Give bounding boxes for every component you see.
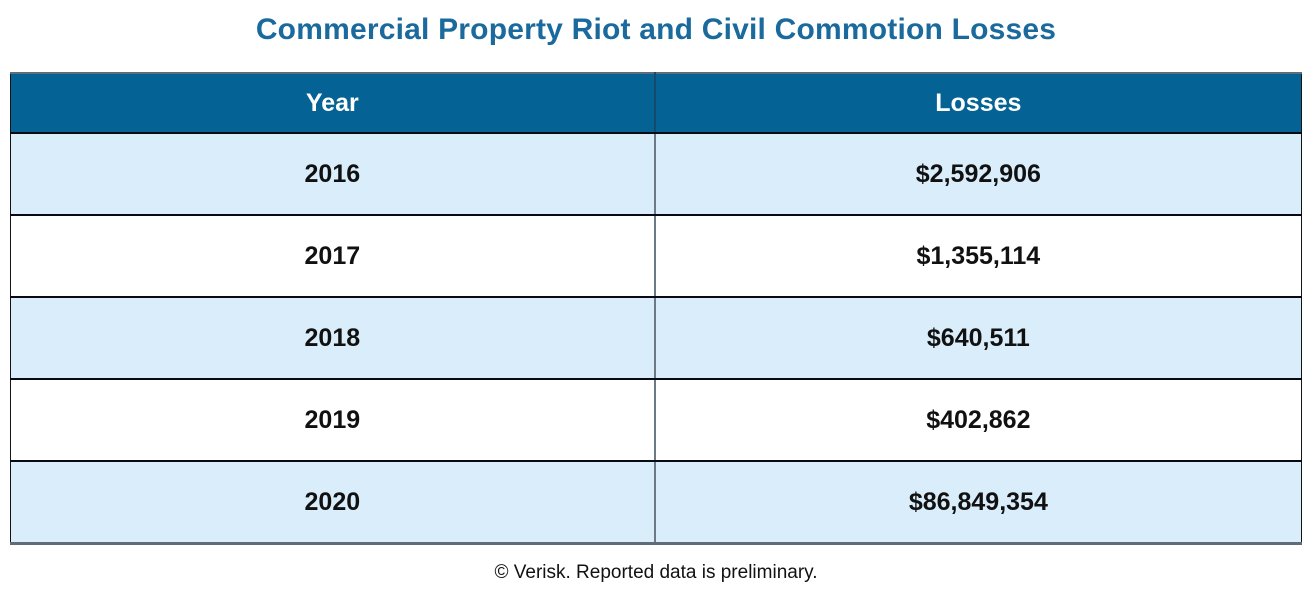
table-row: 2020 $86,849,354 [10,461,1302,544]
year-cell: 2020 [10,461,656,544]
page-title: Commercial Property Riot and Civil Commo… [255,13,1057,46]
table-row: 2016 $2,592,906 [10,133,1302,216]
losses-cell: $2,592,906 [654,133,1302,216]
year-cell: 2018 [10,297,656,380]
losses-cell: $640,511 [654,297,1302,380]
table-row: 2017 $1,355,114 [10,215,1302,298]
table-row: 2019 $402,862 [10,379,1302,462]
column-header-year: Year [10,73,656,134]
losses-cell: $1,355,114 [654,215,1302,298]
table-row: 2018 $640,511 [10,297,1302,380]
table-header-row: Year Losses [10,73,1302,134]
losses-table: Year Losses 2016 $2,592,906 2017 $1,355,… [10,72,1302,545]
losses-cell: $402,862 [654,379,1302,462]
year-cell: 2017 [10,215,656,298]
year-cell: 2019 [10,379,656,462]
losses-cell: $86,849,354 [654,461,1302,544]
column-header-losses: Losses [654,73,1302,134]
source-footnote: © Verisk. Reported data is preliminary. [494,562,818,583]
year-cell: 2016 [10,133,656,216]
